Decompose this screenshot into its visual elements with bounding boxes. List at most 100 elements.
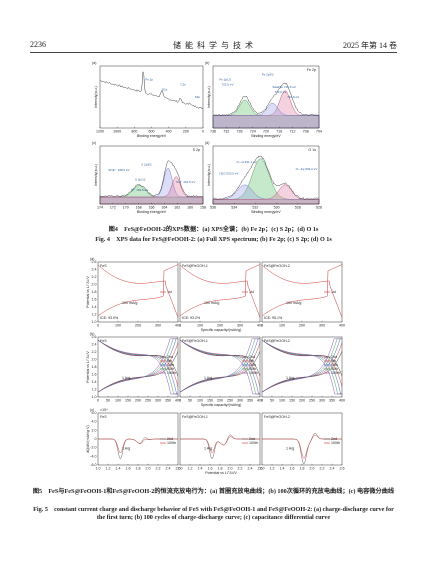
curve — [261, 342, 343, 393]
curve — [97, 351, 179, 393]
legend-label: 100th — [249, 441, 258, 445]
x-tick-label: 350 — [247, 398, 253, 402]
x-tick-label: 728 — [237, 129, 243, 133]
peak-note: Sn²⁻ 161.5 eV — [176, 180, 195, 184]
rate: 1 A/g — [204, 446, 212, 450]
x-tick-label: 162 — [174, 205, 180, 209]
x-tick-label: 0 — [97, 323, 99, 327]
y-tick-label: 0 — [95, 437, 97, 441]
x-tick-label: 174 — [97, 205, 103, 209]
x-tick-label: 0 — [179, 323, 181, 327]
y-tick-label: 2.0 — [92, 357, 97, 361]
ice: ICE: 93.0% — [100, 316, 119, 320]
peak-note: SO4²⁻ 168.0 eV — [108, 168, 129, 172]
y-tick-label: 1.0 — [92, 395, 97, 399]
x-tick-label: 1.6 — [208, 466, 213, 470]
x-tick-label: 400 — [175, 398, 181, 402]
peak-note: Fe 2p1/2 — [219, 77, 231, 81]
x-tick-label: 0 — [261, 398, 263, 402]
legend-label: 10th — [331, 363, 338, 367]
x-tick-label: 250 — [145, 398, 151, 402]
legend-label: 2nd — [331, 437, 337, 441]
peak-note: 710.9 eV — [287, 95, 299, 99]
x-tick-label: 400 — [339, 323, 345, 327]
x-tick-label: 250 — [309, 398, 315, 402]
curve — [97, 339, 179, 387]
x-tick-label: 2.0 — [146, 466, 151, 470]
x-tick-label: 400 — [257, 398, 263, 402]
x-tick-label: 100 — [279, 398, 285, 402]
plot-frame — [179, 336, 261, 398]
x-tick-label: 2.2 — [238, 466, 243, 470]
y-tick-label: 1.6 — [92, 372, 97, 376]
x-tick-label: 168 — [136, 205, 142, 209]
legend-label: 10th — [167, 363, 174, 367]
ice: ICE: 95.1% — [264, 316, 283, 320]
curve — [179, 339, 261, 387]
plot-frame — [261, 336, 343, 398]
x-tick-label: 158 — [200, 205, 206, 209]
curve — [179, 339, 260, 395]
panel-label: (a) — [90, 257, 94, 261]
curve — [97, 338, 178, 393]
x-tick-label: 708 — [303, 129, 309, 133]
x-tick-label: 1.2 — [188, 466, 193, 470]
x-tick-label: 2.6 — [340, 466, 345, 470]
y-axis-label: Intensity(a.u.) — [207, 86, 211, 108]
y-tick-label: 2.2 — [92, 275, 97, 279]
curve — [261, 338, 342, 393]
y-tick-label: 1.6 — [92, 297, 97, 301]
y-tick-label: 2.6 — [92, 335, 97, 339]
x-tick-label: 2.4 — [166, 466, 171, 470]
curve — [261, 351, 343, 393]
x-tick-label: 300 — [319, 398, 325, 402]
header-rule — [30, 52, 397, 53]
x-axis-label: Binding energy/eV — [251, 210, 281, 214]
rate: 1 A/g — [204, 376, 212, 380]
legend-label: 50th — [167, 367, 174, 371]
x-tick-label: 1.0 — [260, 466, 265, 470]
y-axis-label: Intensity(a.u.) — [94, 86, 98, 108]
caption: 图5 FeS与FeS@FeOOH-1和FeS@FeOOH-2的恒流充放电行为：(… — [32, 488, 395, 495]
peak-note: S 2p1/2 — [135, 177, 146, 181]
panel-name: FeS — [100, 339, 107, 343]
y-tick-label: 1.2 — [92, 387, 97, 391]
rate: 100 mA/g — [122, 301, 137, 305]
y-tick-label: 2.4 — [92, 267, 97, 271]
curve — [179, 342, 261, 393]
legend-label: 1st — [167, 290, 172, 294]
curve — [212, 82, 320, 116]
x-tick-label: 1.6 — [290, 466, 295, 470]
peak-note: Fe 2p — [145, 77, 153, 81]
x-tick-label: 716 — [276, 129, 282, 133]
y-tick-label: -4.0 — [90, 454, 96, 458]
x-tick-label: 530 — [274, 205, 280, 209]
x-tick-label: 100 — [115, 398, 121, 402]
rate: 1 A/g — [122, 376, 130, 380]
x-tick-label: 1.0 — [178, 466, 183, 470]
curve — [179, 338, 260, 393]
y-tick-label: 2.0 — [92, 428, 97, 432]
panel-name: FeS — [100, 264, 107, 268]
panel-label: (c) — [92, 141, 96, 145]
x-tick-label: 0 — [261, 323, 263, 327]
x-tick-label: 50 — [106, 398, 110, 402]
peak-note: O—Fe 529.2 eV — [296, 167, 318, 171]
y-axis-label: Potential vs Li⁺/Li/V — [86, 351, 90, 383]
peak-note: O1s — [162, 87, 168, 91]
x-tick-label: 2.0 — [228, 466, 233, 470]
panel-name: FeS@FeOOH-1 — [182, 339, 208, 343]
curve — [99, 160, 204, 198]
x-tick-label: 1.4 — [198, 466, 203, 470]
panel-tag: O 1s — [308, 148, 316, 152]
x-tick-label: 200 — [183, 129, 189, 133]
legend-label: 100th — [331, 371, 340, 375]
x-axis-label: Potential vs Li⁺/Li/V — [205, 471, 237, 475]
peak-note: H2O 533.0 eV — [219, 172, 238, 176]
x-tick-label: 0 — [179, 398, 181, 402]
rate: 1 A/g — [286, 446, 294, 450]
y-tick-label: -2.0 — [90, 446, 96, 450]
panel-label: (c) — [90, 408, 94, 412]
curve — [212, 103, 320, 129]
peak-note: S2p — [195, 95, 201, 99]
